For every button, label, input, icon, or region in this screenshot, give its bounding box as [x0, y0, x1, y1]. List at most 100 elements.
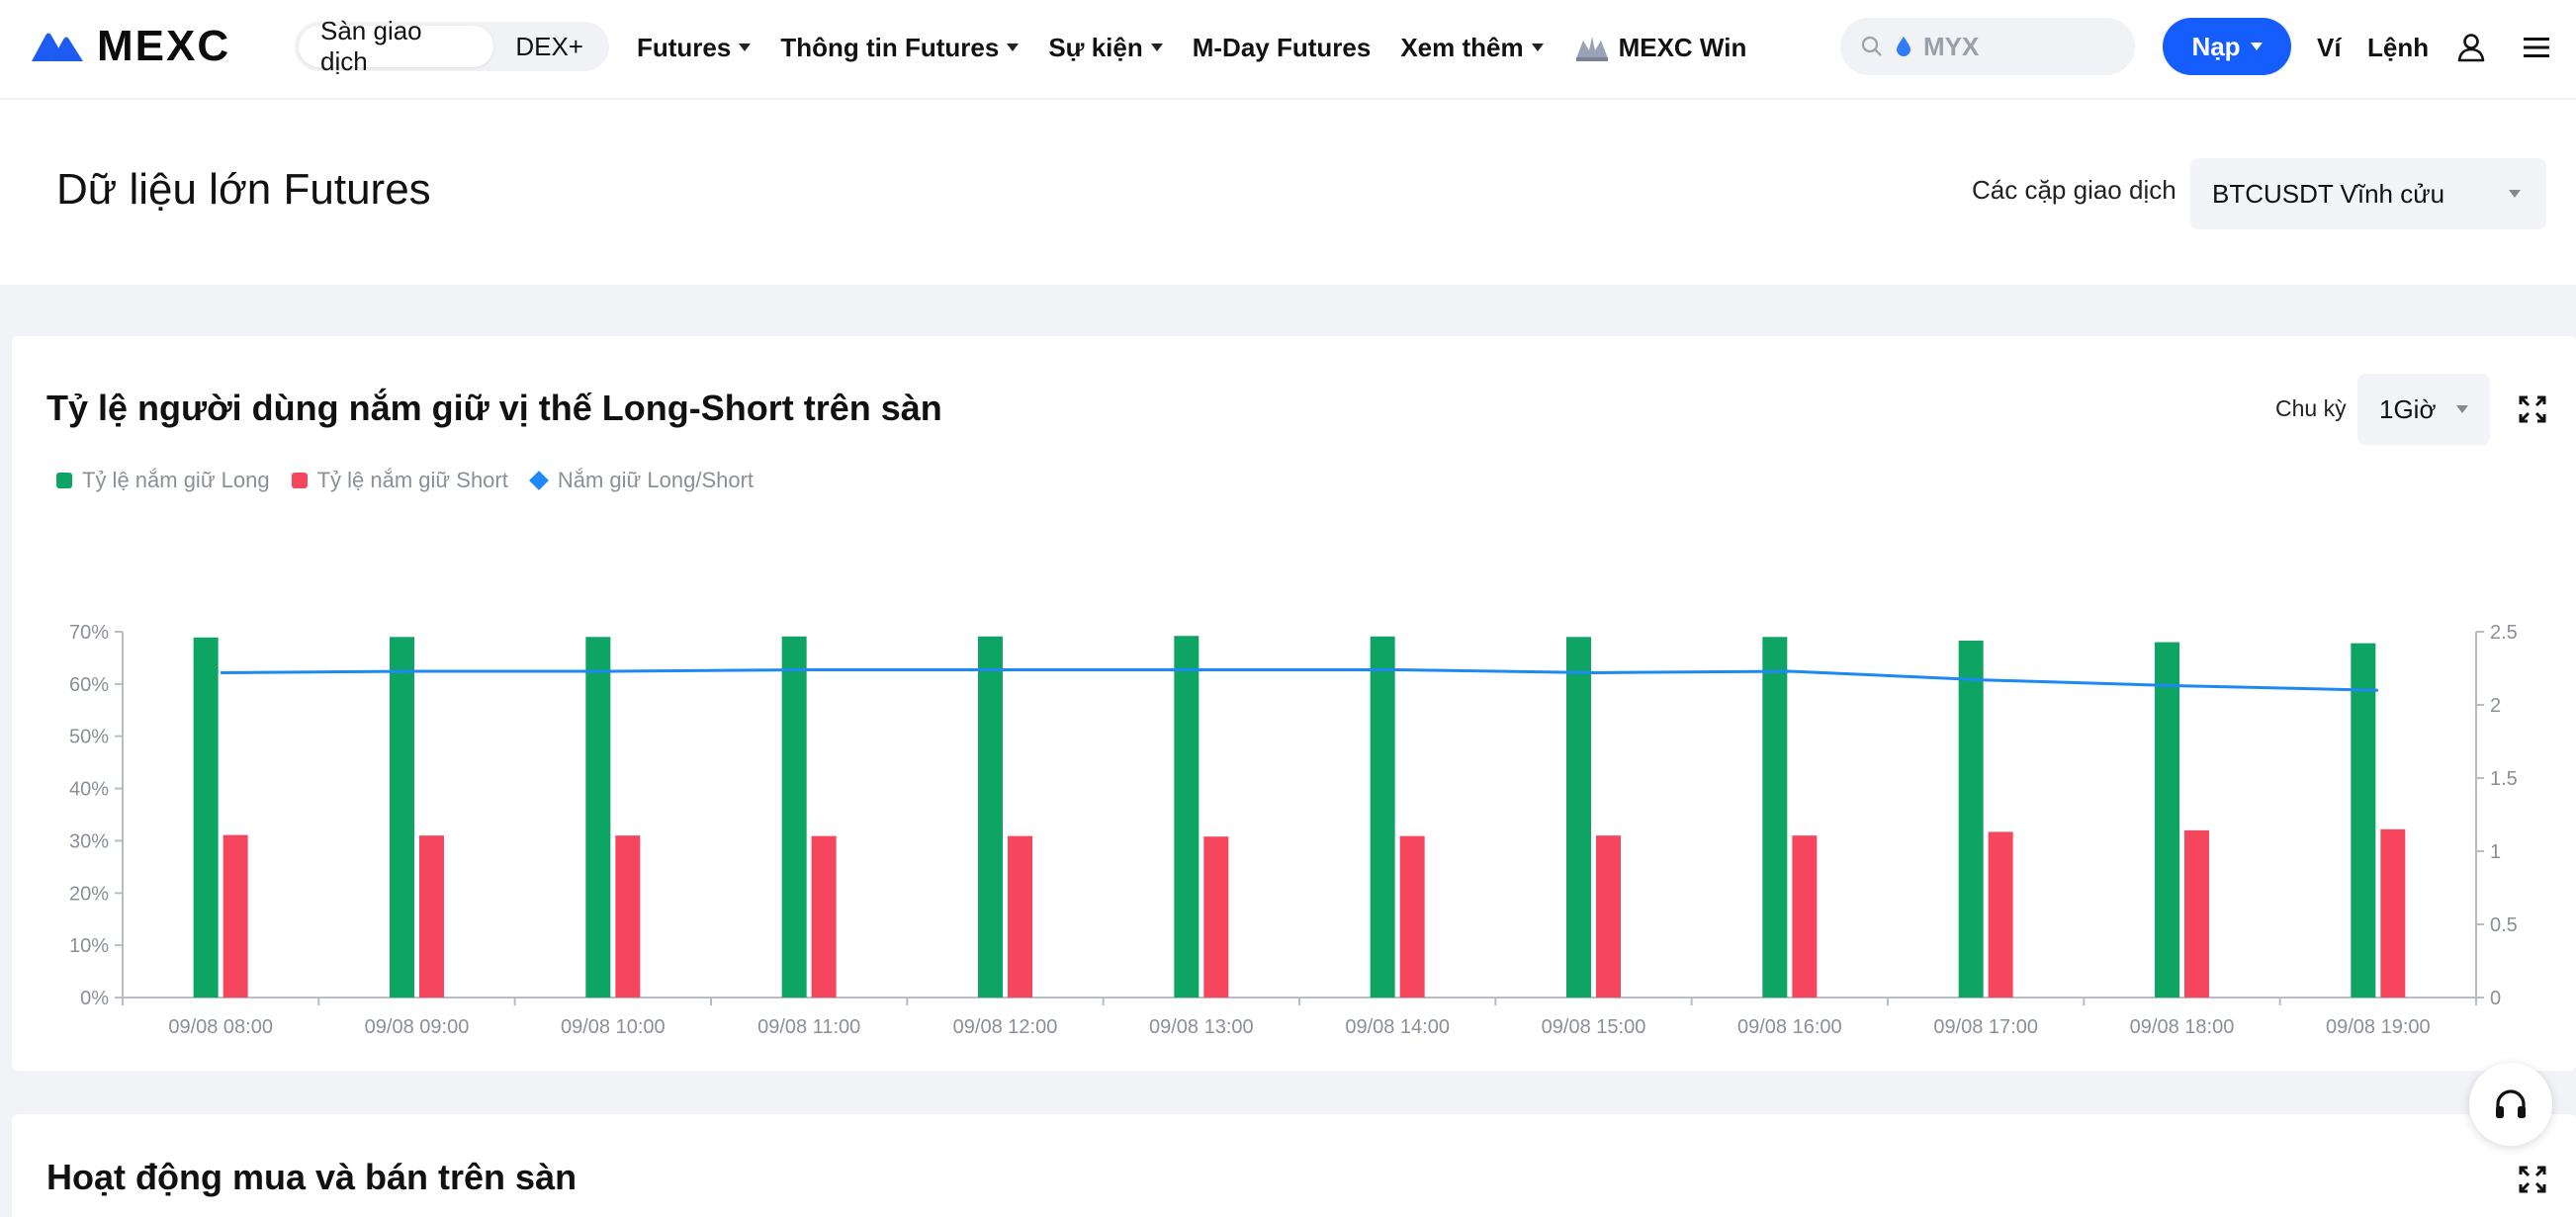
search-icon — [1861, 36, 1882, 56]
x-tick-label: 09/08 13:00 — [1149, 1016, 1254, 1038]
bar-short — [811, 835, 837, 998]
mexc-logo-icon — [32, 33, 83, 61]
bar-short — [1988, 831, 2013, 998]
nav-futures[interactable]: Futures — [637, 32, 752, 63]
nav-more[interactable]: Xem thêm — [1400, 32, 1544, 63]
y-left-tick-label: 10% — [69, 935, 109, 957]
y-left-tick-label: 20% — [69, 883, 109, 905]
nav-events[interactable]: Sự kiện — [1048, 32, 1163, 63]
bar-short — [615, 835, 641, 998]
long-short-ratio-card: 0% 10% 20% 30% 40% 50% 60% 70% 0 0.5 1 1.5 2 2.5 09/08… — [12, 336, 2576, 1071]
chevron-down-icon — [1007, 43, 1020, 51]
nav-mexc-win-label: MEXC Win — [1618, 32, 1747, 62]
bar-long — [781, 636, 807, 998]
mode-exchange-tab[interactable]: Sàn giao dịch — [299, 16, 494, 76]
x-tick-label: 09/08 12:00 — [953, 1016, 1058, 1038]
bar-short — [1399, 835, 1425, 998]
bar-long — [1762, 637, 1788, 998]
search-input[interactable]: MYX — [1840, 18, 2135, 75]
y-right-tick-label: 1 — [2490, 841, 2501, 863]
bar-short — [1596, 835, 1621, 998]
period-select[interactable]: 1Giờ — [2357, 374, 2490, 445]
main-nav: Futures Thông tin Futures Sự kiện M-Day … — [637, 0, 1746, 95]
bar-long — [978, 636, 1003, 998]
x-tick-label: 09/08 19:00 — [2326, 1016, 2431, 1038]
nav-mexc-win[interactable]: MEXC Win — [1573, 32, 1747, 63]
menu-button[interactable] — [2524, 0, 2549, 95]
legend-swatch-short — [291, 473, 308, 488]
user-icon — [2457, 34, 2485, 62]
x-tick-label: 09/08 08:00 — [168, 1016, 273, 1038]
chevron-down-icon — [739, 43, 752, 51]
ratio-line — [221, 667, 2378, 692]
y-left-tick-label: 60% — [69, 674, 109, 696]
deposit-button[interactable]: Nạp — [2163, 18, 2291, 75]
chevron-down-icon — [2509, 190, 2521, 198]
legend-item-long[interactable]: Tỷ lệ nắm giữ Long — [56, 468, 270, 493]
search-placeholder: MYX — [1923, 31, 1980, 61]
y-left-tick-label: 50% — [69, 727, 109, 748]
chevron-down-icon — [2250, 43, 2263, 50]
period-label: Chu kỳ — [2275, 395, 2347, 421]
legend-swatch-ratio — [528, 471, 549, 490]
bar-long — [2351, 643, 2376, 998]
card2-title: Hoạt động mua và bán trên sàn — [46, 1157, 577, 1197]
bar-short — [2184, 829, 2209, 998]
bar-short — [1008, 835, 1032, 998]
nav-mday-futures[interactable]: M-Day Futures — [1193, 33, 1372, 63]
legend-item-short[interactable]: Tỷ lệ nắm giữ Short — [291, 468, 508, 493]
x-tick-label: 09/08 18:00 — [2130, 1016, 2235, 1038]
top-navbar: MEXC Sàn giao dịch DEX+ Futures Thông ti… — [0, 0, 2576, 99]
x-tick-label: 09/08 15:00 — [1542, 1016, 1646, 1038]
y-right-tick-label: 2.5 — [2490, 622, 2518, 644]
x-tick-label: 09/08 17:00 — [1933, 1016, 2038, 1038]
fullscreen-icon[interactable] — [2519, 395, 2546, 423]
fullscreen-icon[interactable] — [2519, 1166, 2546, 1193]
card-title: Tỷ lệ người dùng nắm giữ vị thế Long-Sho… — [46, 388, 942, 428]
period-select-value: 1Giờ — [2379, 393, 2437, 424]
legend-label-short: Tỷ lệ nắm giữ Short — [316, 468, 508, 492]
bar-long — [585, 637, 611, 998]
bar-long — [1958, 640, 1984, 998]
mode-dex-tab[interactable]: DEX+ — [515, 31, 583, 61]
nav-futures-info[interactable]: Thông tin Futures — [780, 32, 1020, 63]
x-tick-label: 09/08 09:00 — [365, 1016, 470, 1038]
nav-futures-label: Futures — [637, 32, 732, 62]
bar-short — [419, 835, 444, 998]
bar-short — [2380, 828, 2406, 998]
headset-icon — [2496, 1089, 2526, 1118]
support-button[interactable] — [2469, 1063, 2552, 1146]
mexc-logo[interactable]: MEXC — [30, 22, 230, 71]
chevron-down-icon — [1150, 43, 1163, 51]
bar-short — [1203, 836, 1229, 998]
bar-long — [390, 637, 414, 998]
nav-events-label: Sự kiện — [1048, 32, 1143, 62]
y-left-tick-label: 0% — [80, 988, 109, 1009]
long-short-chart: 0% 10% 20% 30% 40% 50% 60% 70% 0 0.5 1 1.5 2 2.5 09/08… — [69, 622, 2518, 1038]
user-button[interactable] — [2455, 0, 2487, 95]
nav-more-label: Xem thêm — [1400, 32, 1524, 62]
x-tick-label: 09/08 11:00 — [757, 1016, 860, 1038]
legend-swatch-long — [56, 473, 72, 488]
bar-long — [2155, 642, 2179, 998]
bar-short — [222, 834, 248, 998]
chevron-down-icon — [2456, 405, 2468, 413]
y-right-tick-label: 2 — [2490, 695, 2501, 717]
y-right-tick-label: 0 — [2490, 988, 2501, 1009]
bar-short — [1792, 835, 1818, 998]
x-tick-label: 09/08 16:00 — [1737, 1016, 1842, 1038]
mode-switch: Sàn giao dịch DEX+ — [295, 16, 609, 76]
pair-select[interactable]: BTCUSDT Vĩnh cửu — [2190, 158, 2546, 229]
nav-futures-info-label: Thông tin Futures — [780, 32, 1000, 62]
orders-link[interactable]: Lệnh — [2367, 32, 2430, 62]
wallet-link[interactable]: Ví — [2317, 32, 2342, 62]
x-tick-label: 09/08 10:00 — [561, 1016, 666, 1038]
page-header: Dữ liệu lớn Futures Các cặp giao dịch BT… — [0, 100, 2576, 285]
logo-text: MEXC — [97, 22, 231, 70]
legend-label-ratio: Nắm giữ Long/Short — [557, 468, 755, 492]
x-tick-label: 09/08 14:00 — [1345, 1016, 1450, 1038]
bar-long — [1174, 636, 1199, 998]
drop-icon — [1897, 37, 1910, 56]
legend-item-ratio[interactable]: Nắm giữ Long/Short — [528, 468, 755, 493]
deposit-label: Nạp — [2191, 31, 2241, 61]
